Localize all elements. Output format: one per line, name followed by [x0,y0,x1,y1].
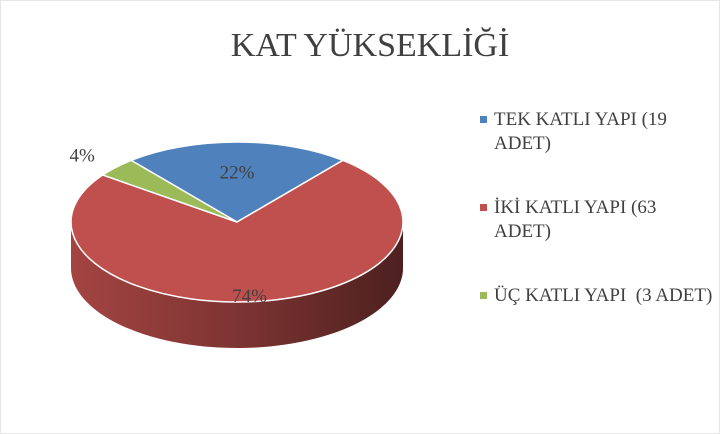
data-label: 22% [220,162,255,183]
data-label: 74% [232,286,267,307]
pie-slice [129,141,345,223]
legend-item: ÜÇ KATLI YAPI (3 ADET) [480,284,716,308]
legend-label: İKİ KATLI YAPI (63 ADET) [494,197,661,242]
pie-slice [101,159,238,223]
legend-label: TEK KATLI YAPI (19 ADET) [494,109,671,154]
legend-label: ÜÇ KATLI YAPI (3 ADET) [494,285,713,306]
pie-slice [70,159,404,303]
legend-item: TEK KATLI YAPI (19 ADET) [480,108,716,156]
legend-key [480,204,487,211]
legend-key [480,292,487,299]
legend-key [480,116,487,123]
legend-item: İKİ KATLI YAPI (63 ADET) [480,196,716,244]
pie-side-shade [71,222,403,348]
chart-title: KAT YÜKSEKLİĞİ [231,27,510,64]
data-label: 4% [70,146,96,167]
